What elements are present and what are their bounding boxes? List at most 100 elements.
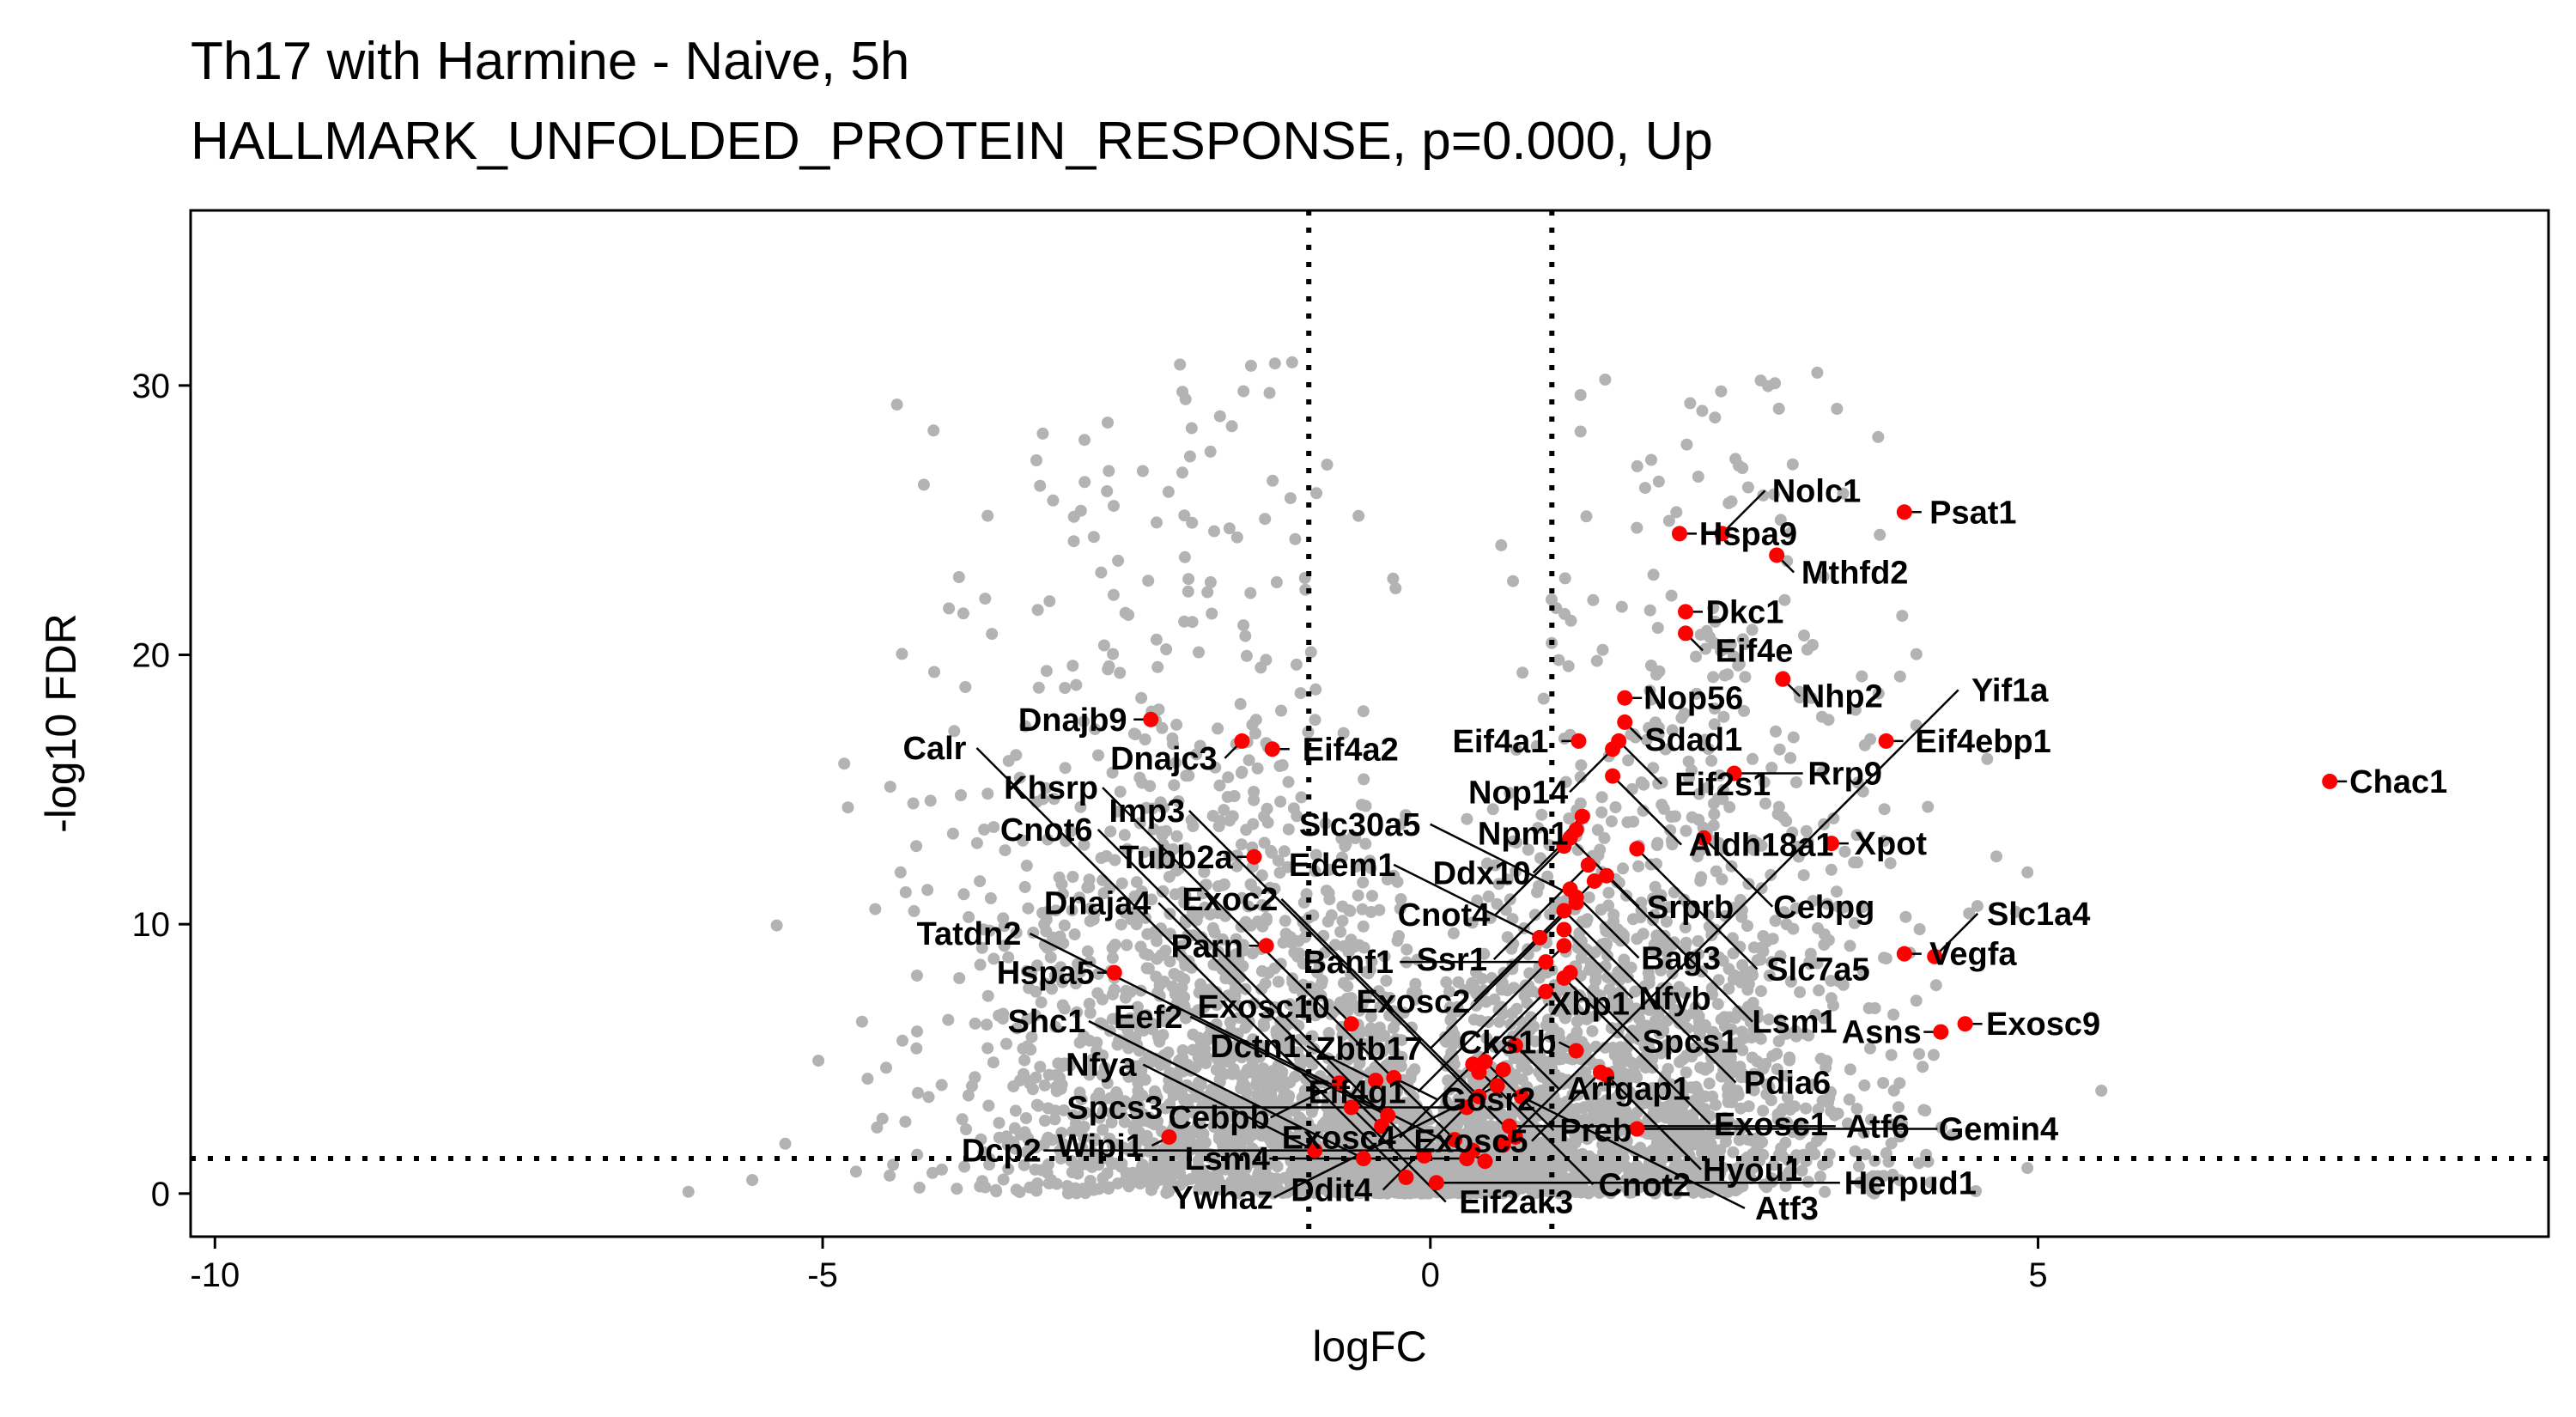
gene-label: Eif4a1 [1452,724,1548,760]
background-point [1877,1077,1890,1089]
background-point [1282,775,1295,788]
background-point [1151,516,1163,529]
background-point [1048,1113,1061,1126]
x-tick-label: -5 [807,1256,838,1294]
background-point [1715,385,1728,398]
gene-label: Dnajb9 [1018,702,1127,739]
background-point [1194,1035,1207,1048]
background-point [1773,743,1786,756]
x-axis-title: logFC [1312,1323,1426,1371]
background-point [1224,814,1236,827]
background-point [1224,1016,1236,1029]
background-point [876,1112,889,1125]
background-point [1352,889,1364,902]
background-point [1728,969,1741,982]
background-point [1176,982,1188,994]
background-point [1124,986,1137,999]
background-point [1754,985,1767,998]
background-point [1114,785,1127,798]
background-point [1121,939,1133,952]
background-point [1106,942,1119,954]
background-point [1304,646,1317,659]
background-point [1041,1166,1054,1179]
background-point [1144,780,1157,793]
background-point [1084,1006,1097,1019]
background-point [1151,660,1164,673]
highlighted-point [1568,1043,1584,1059]
background-point [1741,920,1753,933]
background-point [1294,687,1307,700]
gene-label: Exosc9 [1986,1006,2100,1043]
background-point [974,875,987,888]
background-point [1798,629,1810,642]
y-tick-label: 10 [132,906,171,944]
background-point [978,824,991,836]
background-point [1018,1054,1031,1067]
background-point [1201,586,1214,599]
background-point [1704,630,1716,643]
highlighted-point [1671,526,1687,542]
background-point [1247,1066,1260,1079]
background-point [1586,1025,1599,1037]
background-point [1010,749,1023,762]
background-point [1160,643,1173,656]
background-point [1376,1045,1389,1058]
background-point [1910,648,1923,660]
background-point [1357,920,1370,933]
background-point [1129,728,1142,741]
background-point [962,1089,975,1102]
background-point [1031,1177,1044,1189]
gene-label: Pdia6 [1744,1065,1831,1101]
background-point [1284,492,1297,505]
gene-label: Nfya [1066,1048,1137,1084]
background-point [1096,993,1109,1006]
background-point [1032,681,1045,694]
background-point [1170,830,1183,842]
gene-label: Exosc4 [1282,1121,1396,1157]
background-point [1106,1013,1119,1025]
background-point [969,1071,981,1084]
gene-label: Ddx10 [1433,855,1531,891]
gene-label: Lsm4 [1185,1141,1270,1177]
background-point [1574,425,1587,438]
gene-label: Ddit4 [1291,1173,1372,1209]
gene-label: Exosc1 [1714,1107,1828,1143]
background-point [1058,919,1071,932]
background-point [1212,945,1224,958]
background-point [1153,1035,1166,1048]
background-point [1910,994,1923,1007]
background-point [855,1015,868,1028]
background-point [1615,600,1628,613]
background-point [1168,968,1181,980]
background-point [1637,927,1649,940]
background-point [1746,1051,1759,1064]
background-point [1289,532,1302,545]
background-point [1174,358,1187,371]
gene-label: Spcs3 [1066,1090,1163,1126]
background-point [1070,678,1083,691]
background-point [1617,862,1629,875]
background-point [1359,837,1372,850]
background-point [1872,430,1885,443]
background-point [1643,604,1656,617]
background-point [1230,860,1243,873]
gene-label: Spcs1 [1643,1025,1739,1061]
highlighted-point [1933,1024,1949,1040]
gene-label: Dctn1 [1210,1029,1301,1065]
gene-label: Eef2 [1114,1000,1182,1036]
background-point [1035,996,1048,1009]
gene-label: Calr [903,731,967,767]
background-point [1822,714,1835,727]
background-point [1609,801,1622,813]
background-point [1024,1074,1036,1087]
background-point [1148,847,1161,860]
background-point [1336,900,1349,913]
gene-label: Eif2ak3 [1459,1184,1573,1220]
background-point [1309,714,1321,727]
background-point [1786,458,1799,471]
background-point [1364,1010,1377,1023]
background-point [1239,629,1252,642]
background-point [1461,812,1473,825]
background-point [1160,824,1173,837]
